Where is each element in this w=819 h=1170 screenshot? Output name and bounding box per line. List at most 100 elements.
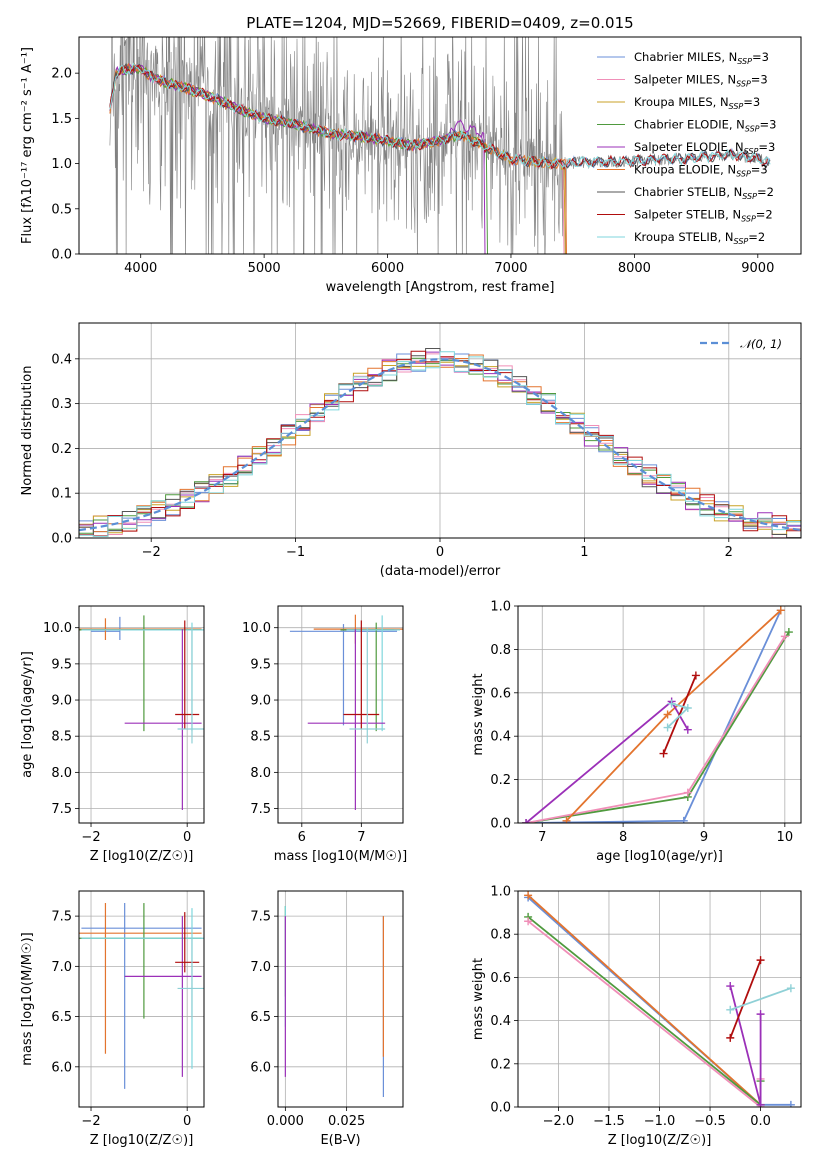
errorbar-point-4 <box>124 629 202 810</box>
legend-label-1: Salpeter MILES, NSSP=3 <box>634 73 768 89</box>
model-line-6 <box>109 62 771 169</box>
weight-series-2 <box>527 916 762 1107</box>
panel-mass_vs_EBV: 0.000 0.025 6.0 6.5 7.0 7.5 E(B-V) <box>250 890 404 1148</box>
y-tick-label: 7.5 <box>250 910 271 925</box>
y-tick-label: 6.0 <box>250 1060 271 1075</box>
x-axis-label: Z [log10(Z/Z☉)] <box>90 1133 194 1148</box>
x-tick-label: 6000 <box>371 261 404 276</box>
y-tick-label: 7.0 <box>250 960 271 975</box>
errorbar-point-3 <box>346 615 401 732</box>
x-tick-label: 7 <box>357 830 365 845</box>
y-tick-label: 6.0 <box>51 1060 72 1075</box>
x-tick-label: 5000 <box>248 261 281 276</box>
weight-marker <box>780 632 789 641</box>
weight-series-5 <box>662 675 697 754</box>
x-tick-label: 7 <box>538 830 546 845</box>
x-tick-label: −1 <box>286 545 305 560</box>
x-tick-label: 9000 <box>741 261 774 276</box>
x-tick-label: 7000 <box>494 261 527 276</box>
panel-weight_vs_age: 7 8 9 10 0.0 0.2 0.4 0.6 0.8 1.0 age [log10(age/yr… <box>471 600 802 864</box>
legend-label-0: Chabrier MILES, NSSP=3 <box>634 50 769 66</box>
legend-label-4: Salpeter ELODIE, NSSP=3 <box>634 140 775 156</box>
weight-marker <box>522 819 531 823</box>
weight-marker <box>659 749 668 758</box>
weight-marker <box>784 628 793 637</box>
axes-frame <box>78 605 205 824</box>
x-tick-label: 1 <box>580 545 588 560</box>
weight-marker <box>524 891 533 900</box>
weight-series-3 <box>527 920 762 1107</box>
y-tick-label: 0.8 <box>490 643 511 658</box>
errorbar-point-6 <box>349 627 386 744</box>
legend-label-6: Chabrier STELIB, NSSP=2 <box>634 185 774 201</box>
y-tick-label: 0.2 <box>490 1057 511 1072</box>
axes-frame <box>78 36 802 255</box>
y-tick-label: 0.0 <box>51 532 72 547</box>
x-tick-label: −2 <box>81 1114 100 1129</box>
y-tick-label: 6.5 <box>51 1010 72 1025</box>
y-tick-label: 0.0 <box>51 248 72 263</box>
legend-label-7: Salpeter STELIB, NSSP=2 <box>634 208 773 224</box>
legend-normal-label: 𝒩(0, 1) <box>740 337 782 351</box>
weight-marker <box>786 984 795 993</box>
weight-marker <box>756 1100 765 1107</box>
y-tick-label: 0.4 <box>490 1014 511 1029</box>
y-tick-label: 0.3 <box>51 397 72 412</box>
x-tick-label: 0.025 <box>328 1114 365 1129</box>
plot-area <box>109 37 771 254</box>
x-tick-label: 0 <box>183 830 191 845</box>
y-tick-label: 0.0 <box>490 1101 511 1116</box>
y-tick-label: 7.0 <box>51 960 72 975</box>
errorbar-point-1 <box>79 618 202 640</box>
weight-marker <box>679 816 688 823</box>
plot-area <box>79 903 204 1089</box>
x-axis-label: wavelength [Angstrom, rest frame] <box>326 280 555 295</box>
x-tick-label: 2 <box>725 545 733 560</box>
x-axis-label: mass [log10(M/M☉)] <box>274 849 407 864</box>
y-tick-label: 8.0 <box>250 766 271 781</box>
figure-title: PLATE=1204, MJD=52669, FIBERID=0409, z=0… <box>246 14 633 32</box>
legend-label-8: Kroupa STELIB, NSSP=2 <box>634 230 765 246</box>
errorbar-point-0 <box>289 624 398 726</box>
legend-label-2: Kroupa MILES, NSSP=3 <box>634 95 760 111</box>
weight-marker <box>786 1100 795 1107</box>
panel-weight_vs_Z: −2.0 −1.5 −1.0 −0.5 0.0 0.0 0.2 0.4 0.6 0.8 1.0 Z [… <box>471 885 802 1148</box>
model-line-8 <box>109 62 771 169</box>
y-tick-label: 0.6 <box>490 971 511 986</box>
x-tick-label: 10 <box>777 830 794 845</box>
weight-marker <box>663 710 672 719</box>
x-tick-label: 9 <box>700 830 708 845</box>
x-axis-label: Z [log10(Z/Z☉)] <box>90 849 194 864</box>
y-axis-label: mass weight <box>471 673 486 755</box>
x-tick-label: −1.0 <box>644 1114 676 1129</box>
y-tick-label: 2.0 <box>51 67 72 82</box>
y-tick-label: 9.5 <box>250 657 271 672</box>
weight-marker <box>663 723 672 732</box>
x-tick-label: −1.5 <box>593 1114 625 1129</box>
errorbar-point-5 <box>343 620 380 729</box>
y-tick-label: 0.5 <box>51 202 72 217</box>
y-tick-label: 0.8 <box>490 928 511 943</box>
weight-marker <box>756 1010 765 1019</box>
y-axis-label: age [log10(age/yr)] <box>20 651 35 778</box>
x-axis-label: (data-model)/error <box>380 564 501 579</box>
weight-marker <box>726 982 735 991</box>
weight-series-1 <box>527 894 762 1106</box>
legend: Chabrier MILES, NSSP=3 Salpeter MILES, NS… <box>597 50 776 246</box>
weight-marker <box>726 1033 735 1042</box>
y-tick-label: 1.0 <box>51 157 72 172</box>
weight-marker <box>562 816 571 823</box>
model-line-7 <box>109 63 769 170</box>
y-tick-label: 0.6 <box>490 686 511 701</box>
y-tick-label: 0.2 <box>490 773 511 788</box>
y-tick-label: 9.5 <box>51 657 72 672</box>
weight-marker <box>683 788 692 797</box>
errorbar-point-6 <box>177 627 204 744</box>
y-axis-label: mass weight <box>471 958 486 1040</box>
y-axis-label: Flux [fλ10⁻¹⁷ erg cm⁻² s⁻¹ A⁻¹] <box>20 47 35 244</box>
y-tick-label: 0.2 <box>51 442 72 457</box>
weight-marker <box>683 725 692 734</box>
errorbar-point-0 <box>81 903 202 1089</box>
weight-marker <box>776 606 785 615</box>
panel-residuals: −2 −1 0 1 2 0.0 0.1 0.2 0.3 0.4 (data-model)/error… <box>20 322 802 579</box>
